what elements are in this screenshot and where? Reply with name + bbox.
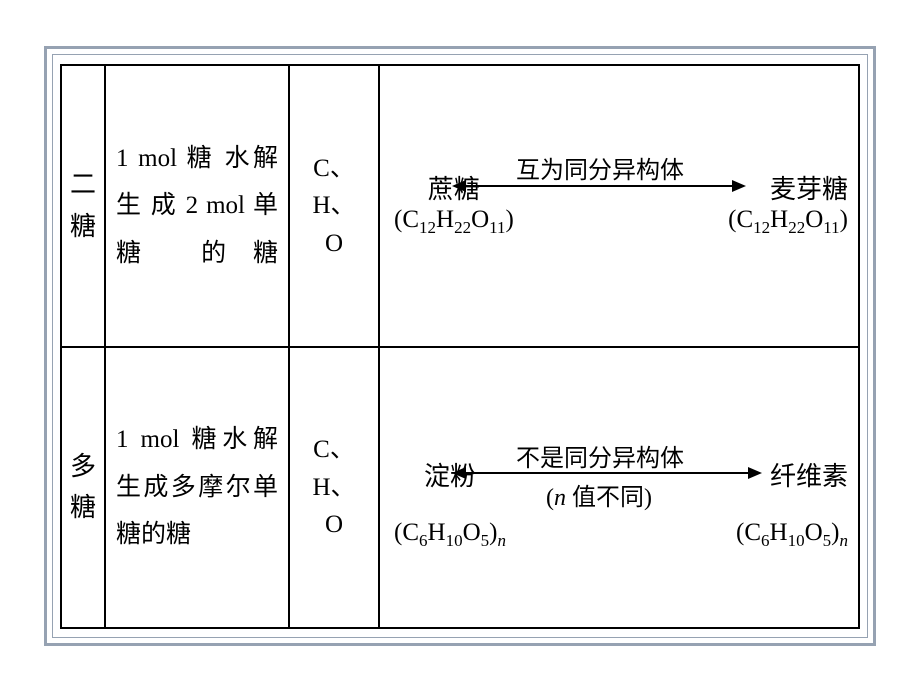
arrow-head-right-icon [732, 180, 746, 192]
description-text: 1 mol 糖 水解 生 成 2 mol 单 糖 的糖 [116, 135, 278, 278]
arrow-label-bottom: (n 值不同) [546, 477, 652, 512]
right-compound-formula: (C12H22O11) [728, 206, 848, 238]
f: ) [831, 519, 839, 546]
type-cell: 多糖 [61, 347, 105, 629]
f: 5 [823, 531, 832, 550]
elements-line2: O [296, 506, 372, 544]
table-row: 多糖 1 mol 糖水解生成多摩尔单糖的糖 C、H、 O 淀粉 (C6H10O5… [61, 347, 859, 629]
sugar-table: 二糖 1 mol 糖 水解 生 成 2 mol 单 糖 的糖 C、H、 O 蔗糖… [60, 64, 860, 629]
f: 值不同) [566, 485, 652, 511]
f: O [463, 519, 481, 546]
arrow-line [464, 472, 750, 474]
elements-line2: O [296, 225, 372, 263]
arrow-line [464, 185, 734, 187]
f: n [497, 531, 506, 550]
right-compound-name: 麦芽糖 [728, 169, 848, 206]
diagram-wrap: 蔗糖 (C12H22O11) 麦芽糖 (C12H22O11) 互为同分异构体 [386, 74, 852, 338]
elements-line1: C、H、 [296, 431, 372, 506]
f: 6 [419, 531, 428, 550]
left-compound: 淀粉 (C6H10O5)n [394, 456, 506, 551]
f: O [471, 206, 489, 233]
f: n [840, 531, 849, 550]
description-cell: 1 mol 糖水解生成多摩尔单糖的糖 [105, 347, 289, 629]
f: 10 [446, 531, 463, 550]
description-text: 1 mol 糖水解生成多摩尔单糖的糖 [116, 416, 278, 559]
f: 12 [419, 218, 436, 237]
f: 22 [788, 218, 805, 237]
f: (C [394, 519, 419, 546]
description-cell: 1 mol 糖 水解 生 成 2 mol 单 糖 的糖 [105, 65, 289, 347]
f: 12 [753, 218, 770, 237]
f: H [428, 519, 446, 546]
f: 11 [823, 218, 839, 237]
diagram-cell: 淀粉 (C6H10O5)n 纤维素 (C6H10O5)n 不是同分异构体 (n [379, 347, 859, 629]
f: O [805, 206, 823, 233]
left-compound-formula: (C6H10O5)n [394, 519, 506, 551]
right-compound-formula: (C6H10O5)n [736, 519, 848, 551]
type-label: 多糖 [68, 446, 98, 529]
elements-line1: C、H、 [296, 150, 372, 225]
f: 5 [481, 531, 490, 550]
f: H [770, 519, 788, 546]
f: (C [736, 519, 761, 546]
type-label: 二糖 [68, 164, 98, 247]
f: 10 [788, 531, 805, 550]
diagram-cell: 蔗糖 (C12H22O11) 麦芽糖 (C12H22O11) 互为同分异构体 [379, 65, 859, 347]
f: H [436, 206, 454, 233]
f: n [554, 485, 566, 511]
arrow-head-right-icon [748, 467, 762, 479]
f: 22 [454, 218, 471, 237]
arrow-label-top: 不是同分异构体 [516, 438, 684, 473]
f: ( [546, 485, 554, 511]
f: 6 [761, 531, 770, 550]
elements-cell: C、H、 O [289, 347, 379, 629]
f: ) [840, 206, 848, 233]
f: O [805, 519, 823, 546]
left-compound-formula: (C12H22O11) [394, 206, 514, 238]
f: (C [728, 206, 753, 233]
f: (C [394, 206, 419, 233]
arrow-label-top: 互为同分异构体 [516, 150, 684, 185]
f: 11 [489, 218, 505, 237]
diagram-wrap: 淀粉 (C6H10O5)n 纤维素 (C6H10O5)n 不是同分异构体 (n [386, 356, 852, 620]
right-compound: 麦芽糖 (C12H22O11) [728, 169, 848, 238]
f: ) [506, 206, 514, 233]
elements-cell: C、H、 O [289, 65, 379, 347]
left-compound-name: 淀粉 [394, 456, 506, 493]
table-row: 二糖 1 mol 糖 水解 生 成 2 mol 单 糖 的糖 C、H、 O 蔗糖… [61, 65, 859, 347]
f: H [770, 206, 788, 233]
type-cell: 二糖 [61, 65, 105, 347]
